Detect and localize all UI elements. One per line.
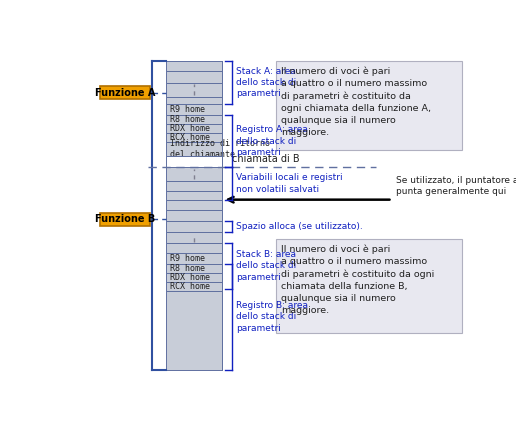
Text: Il numero di voci è pari
a quattro o il numero massimo
di parametri è costituito: Il numero di voci è pari a quattro o il …: [281, 66, 431, 137]
Bar: [167, 97, 222, 104]
Text: Stack B: area
dello stack di
parametri: Stack B: area dello stack di parametri: [236, 250, 296, 282]
Text: RCX home: RCX home: [170, 133, 209, 142]
Bar: [167, 83, 222, 97]
Text: R8 home: R8 home: [170, 264, 205, 273]
Text: Il numero di voci è pari
a quattro o il numero massimo
di parametri è costituito: Il numero di voci è pari a quattro o il …: [281, 244, 434, 315]
Text: R9 home: R9 home: [170, 254, 205, 263]
Bar: [167, 221, 222, 232]
Text: RDX home: RDX home: [170, 273, 209, 282]
Bar: [167, 253, 222, 264]
Bar: [167, 191, 222, 199]
Text: RCX home: RCX home: [170, 282, 209, 291]
Text: Variabili locali e registri
non volatili salvati: Variabili locali e registri non volatili…: [236, 173, 342, 193]
Text: Registro B: area
dello stack di
parametri: Registro B: area dello stack di parametr…: [236, 301, 308, 333]
Bar: [167, 199, 222, 210]
Bar: [167, 61, 222, 71]
Bar: [167, 243, 222, 253]
Bar: [167, 143, 222, 156]
Text: Spazio alloca (se utilizzato).: Spazio alloca (se utilizzato).: [236, 222, 362, 231]
Text: Indirizzo di ritorno
del chiamante: Indirizzo di ritorno del chiamante: [170, 139, 270, 159]
Bar: [167, 232, 222, 243]
Bar: [167, 124, 222, 133]
Bar: [167, 210, 222, 221]
Bar: [277, 61, 462, 150]
Bar: [101, 213, 151, 226]
Text: Funzione B: Funzione B: [95, 214, 156, 224]
Bar: [167, 71, 222, 83]
Bar: [167, 273, 222, 282]
Bar: [167, 115, 222, 124]
Text: R9 home: R9 home: [170, 105, 205, 114]
Bar: [167, 133, 222, 143]
Bar: [167, 282, 222, 291]
Bar: [167, 104, 222, 115]
Bar: [167, 181, 222, 191]
Bar: [167, 291, 222, 370]
Bar: [167, 167, 222, 181]
Text: Se utilizzato, il puntatore ai frame
punta generalmente qui: Se utilizzato, il puntatore ai frame pun…: [396, 176, 516, 196]
Bar: [277, 239, 462, 333]
Text: RDX home: RDX home: [170, 124, 209, 133]
Text: Stack A: area
dello stack di
parametri: Stack A: area dello stack di parametri: [236, 67, 296, 98]
Text: R8 home: R8 home: [170, 115, 205, 124]
Text: Registro A: area
dello stack di
parametri: Registro A: area dello stack di parametr…: [236, 125, 308, 157]
Text: chiamata di B: chiamata di B: [233, 154, 300, 164]
Bar: [101, 86, 151, 99]
Bar: [167, 264, 222, 273]
Text: Funzione A: Funzione A: [95, 88, 156, 98]
Bar: [167, 156, 222, 167]
